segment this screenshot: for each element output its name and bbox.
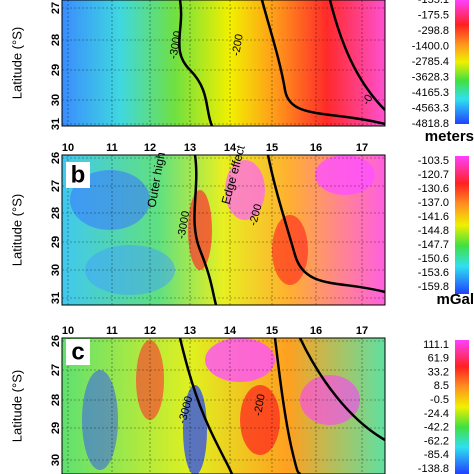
colorbar-label: -144.8 [418, 225, 449, 237]
y-tick-label: 29 [50, 422, 62, 434]
x-tick-label: 15 [266, 142, 278, 154]
x-tick-label: 13 [184, 142, 196, 154]
y-tick-label: 27 [50, 364, 62, 376]
x-tick-label: 14 [224, 325, 237, 337]
x-tick-label: 10 [62, 325, 74, 337]
x-tick-label: 16 [310, 142, 322, 154]
colorbar-label: -147.7 [418, 239, 449, 251]
y-tick-label: 28 [50, 34, 62, 46]
anomaly [315, 155, 375, 195]
map-frame [61, 337, 386, 474]
y-tick-label: 30 [50, 264, 62, 276]
axis-label: Latitude (°S) [9, 194, 24, 266]
y-tick-label: 31 [50, 118, 62, 130]
x-tick-label: 16 [310, 325, 322, 337]
x-tick-label: 10 [62, 142, 74, 154]
colorbar [455, 0, 469, 124]
colorbar-label: -0.5 [430, 394, 449, 406]
x-tick-label: 17 [356, 325, 368, 337]
colorbar-label: -4165.3 [412, 87, 449, 99]
y-tick-label: 29 [50, 236, 62, 248]
anomaly [225, 160, 265, 220]
map-frame [61, 154, 386, 306]
colorbar-label: -138.8 [418, 463, 449, 474]
x-tick-label: 15 [266, 325, 278, 337]
gap [385, 0, 393, 126]
colorbar-label: -103.5 [418, 155, 449, 167]
panel-label-box [66, 162, 90, 188]
panel-label: b [71, 161, 86, 188]
y-tick-label: 30 [50, 454, 62, 466]
y-tick-label: 28 [50, 207, 62, 219]
y-tick-label: 26 [50, 335, 62, 347]
x-tick-label: 14 [224, 142, 237, 154]
colorbar-label: 61.9 [428, 353, 449, 365]
anomaly [240, 385, 280, 455]
map-frame [61, 0, 386, 127]
colorbar-label: -137.0 [418, 197, 449, 209]
colorbar-label: 111.1 [423, 339, 449, 351]
contour-label: -200 [247, 203, 264, 227]
contour-label: -3000 [168, 30, 185, 60]
y-tick-label: 29 [50, 64, 62, 76]
contour [178, 337, 234, 474]
y-tick-label: 30 [50, 94, 62, 106]
unit-label: meters [425, 128, 474, 145]
x-tick-label: 17 [356, 142, 368, 154]
y-tick-label: 28 [50, 394, 62, 406]
colorbar-label: -24.4 [424, 408, 449, 420]
colorbar-label: -298.8 [418, 25, 449, 37]
x-tick-label: 12 [144, 325, 156, 337]
anomaly [205, 338, 275, 382]
unit-label: mGal [436, 291, 474, 308]
y-tick-label: 27 [50, 180, 62, 192]
colorbar-label: -159.8 [418, 281, 449, 293]
contour-label: -200 [252, 393, 268, 417]
panel-label-box [66, 339, 90, 365]
contour-label: -3000 [176, 210, 193, 240]
colorbar-label: -141.6 [418, 211, 449, 223]
colorbar-label: -1400.0 [412, 40, 449, 52]
contour [328, 0, 386, 111]
contour [298, 337, 386, 442]
colorbar-label: -4818.8 [412, 118, 449, 130]
y-tick-label: 27 [50, 2, 62, 14]
colorbar-label: -85.4 [424, 449, 449, 461]
x-tick-label: 13 [184, 325, 196, 337]
contour-label: -200 [230, 33, 246, 57]
anomaly [188, 190, 212, 270]
y-tick-label: 26 [50, 152, 62, 164]
colorbar-label: -150.6 [418, 253, 449, 265]
colorbar-label: -3628.3 [412, 71, 449, 83]
colorbar-label: 33.2 [428, 366, 449, 378]
colorbar-label: -155.1 [418, 0, 449, 6]
contour [193, 154, 218, 306]
x-tick-label: 11 [106, 142, 118, 154]
anomaly [82, 370, 118, 470]
colorbar-label: -175.5 [418, 9, 449, 21]
colorbar-label: -42.2 [424, 422, 449, 434]
colorbar-label: -62.2 [424, 435, 449, 447]
colorbar-label: -2785.4 [412, 56, 449, 68]
colorbar-label: -153.6 [418, 267, 449, 279]
map-a [62, 0, 385, 126]
anomaly [272, 215, 308, 285]
colorbar-label: -130.6 [418, 183, 449, 195]
x-tick-label: 12 [144, 142, 156, 154]
colorbar-label: 8.5 [434, 380, 449, 392]
panel-label: c [71, 338, 84, 365]
colorbar-label: -4563.3 [412, 102, 449, 114]
colorbar [455, 156, 469, 294]
y-tick-label: 31 [50, 292, 62, 304]
contour [260, 0, 386, 126]
axis-label: Latitude (°S) [9, 27, 24, 99]
axis-label: Latitude (°S) [9, 370, 24, 442]
x-tick-label: 11 [106, 325, 118, 337]
colorbar [455, 340, 469, 474]
colorbar-label: -120.7 [418, 169, 449, 181]
